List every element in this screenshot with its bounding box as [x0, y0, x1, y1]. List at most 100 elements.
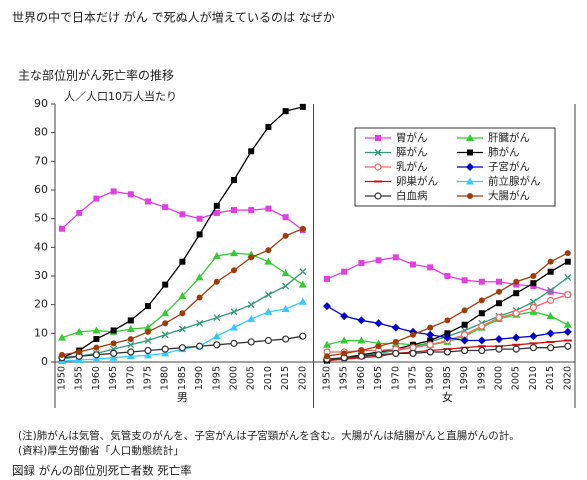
marker — [230, 308, 238, 316]
marker — [127, 317, 134, 324]
marker — [212, 332, 221, 340]
marker — [75, 327, 84, 335]
y-tick-label: 10 — [34, 326, 48, 339]
marker — [375, 351, 383, 359]
x-tick-label: 2010 — [528, 366, 539, 390]
marker — [444, 317, 451, 324]
marker — [460, 336, 469, 345]
marker — [340, 312, 349, 321]
y-tick-label: 30 — [34, 269, 48, 282]
marker — [110, 340, 117, 347]
marker — [427, 337, 434, 344]
legend-label: 肺がん — [488, 146, 520, 159]
x-tick-label: 1995 — [476, 366, 487, 390]
marker — [466, 163, 474, 171]
x-tick-label: 2005 — [246, 366, 257, 390]
marker — [461, 277, 468, 284]
marker — [59, 225, 65, 232]
marker — [496, 288, 502, 295]
marker — [265, 205, 272, 212]
marker — [512, 345, 520, 353]
caption: 図録 がんの部位別死亡者数 死亡率 — [12, 464, 192, 478]
chart-title: 主な部位別がん死亡率の推移 — [18, 68, 174, 83]
marker — [282, 335, 290, 343]
marker — [93, 336, 100, 343]
series-line — [61, 106, 303, 359]
y-tick-label: 0 — [41, 355, 48, 368]
x-tick-label: 1980 — [425, 366, 436, 390]
y-tick-label: 50 — [34, 212, 48, 225]
marker — [563, 327, 572, 336]
y-tick-label: 80 — [34, 126, 48, 139]
marker — [145, 198, 151, 205]
marker — [341, 268, 348, 275]
marker — [323, 302, 331, 311]
marker — [409, 344, 417, 352]
marker — [358, 347, 365, 354]
marker — [478, 297, 485, 304]
x-tick-label: 1990 — [459, 366, 470, 390]
marker — [410, 331, 416, 338]
marker — [162, 320, 169, 327]
marker — [512, 309, 520, 317]
marker — [230, 339, 238, 347]
marker — [513, 290, 520, 297]
marker — [341, 350, 348, 357]
marker — [110, 188, 117, 195]
marker — [358, 260, 365, 267]
x-tick-label: 2015 — [545, 366, 556, 390]
marker — [247, 338, 255, 346]
marker — [392, 338, 399, 345]
marker — [529, 303, 538, 312]
x-tick-label: 1975 — [408, 366, 419, 390]
marker — [230, 323, 238, 331]
marker — [495, 345, 503, 353]
marker — [264, 291, 272, 299]
marker — [196, 231, 203, 238]
x-tick-label: 2020 — [297, 366, 308, 390]
legend-label: 乳がん — [396, 160, 428, 173]
group-label: 男 — [177, 391, 188, 404]
marker — [144, 351, 152, 359]
marker — [467, 149, 473, 156]
marker — [547, 286, 555, 294]
marker — [443, 333, 452, 342]
marker — [547, 258, 554, 265]
marker — [92, 351, 101, 359]
marker — [299, 332, 307, 340]
marker — [281, 269, 290, 277]
marker — [495, 335, 503, 344]
legend-label: 肝臓がん — [488, 131, 530, 144]
marker — [282, 108, 289, 115]
marker — [127, 348, 135, 356]
marker — [410, 261, 416, 268]
y-tick-label: 20 — [34, 298, 48, 311]
marker — [126, 325, 135, 333]
marker — [58, 333, 66, 341]
marker — [126, 352, 135, 360]
marker — [93, 195, 100, 202]
marker — [145, 303, 151, 310]
x-tick-label: 2000 — [229, 366, 240, 390]
marker — [178, 344, 186, 352]
marker — [161, 309, 170, 317]
x-tick-label: 1955 — [339, 366, 350, 390]
marker — [323, 340, 331, 348]
marker — [213, 278, 220, 285]
marker — [547, 268, 554, 275]
marker — [213, 202, 220, 209]
marker — [178, 325, 186, 333]
marker — [340, 336, 349, 344]
marker — [195, 273, 204, 281]
marker — [299, 268, 307, 276]
marker — [282, 214, 289, 221]
marker — [375, 135, 381, 141]
marker — [426, 348, 434, 356]
marker — [564, 250, 571, 257]
marker — [546, 296, 555, 304]
marker — [357, 316, 366, 325]
marker — [374, 319, 383, 328]
marker — [496, 278, 502, 285]
x-tick-label: 1950 — [57, 366, 68, 390]
